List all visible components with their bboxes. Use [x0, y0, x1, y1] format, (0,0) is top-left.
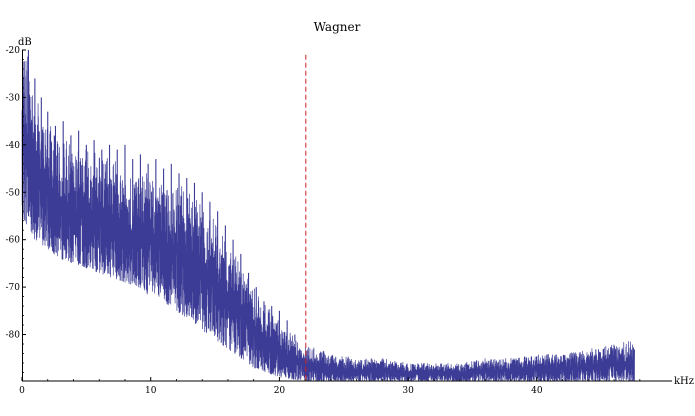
- y-tick-label: -30: [6, 93, 21, 103]
- y-tick-label: -40: [6, 141, 21, 151]
- x-tick-label: 20: [274, 386, 286, 396]
- y-tick-label: -20: [6, 46, 21, 56]
- x-tick-label: 40: [531, 386, 543, 396]
- x-ticks-group: 0 10 20 30 40: [19, 377, 641, 396]
- y-tick-label: -50: [6, 188, 21, 198]
- y-ticks-group: -20 -30 -40 -50 -60 -70 -80: [6, 46, 26, 373]
- y-tick-label: -60: [6, 236, 21, 246]
- y-axis-label: dB: [18, 37, 32, 48]
- series-group: [21, 50, 635, 382]
- x-tick-label: 0: [19, 386, 25, 396]
- spectrum-line: [21, 56, 635, 382]
- chart-title: Wagner: [314, 20, 361, 34]
- x-tick-label: 10: [145, 386, 157, 396]
- y-tick-label: -80: [6, 331, 21, 341]
- x-tick-label: 30: [402, 386, 414, 396]
- y-tick-label: -70: [6, 283, 21, 293]
- x-axis-label: kHz: [674, 376, 694, 387]
